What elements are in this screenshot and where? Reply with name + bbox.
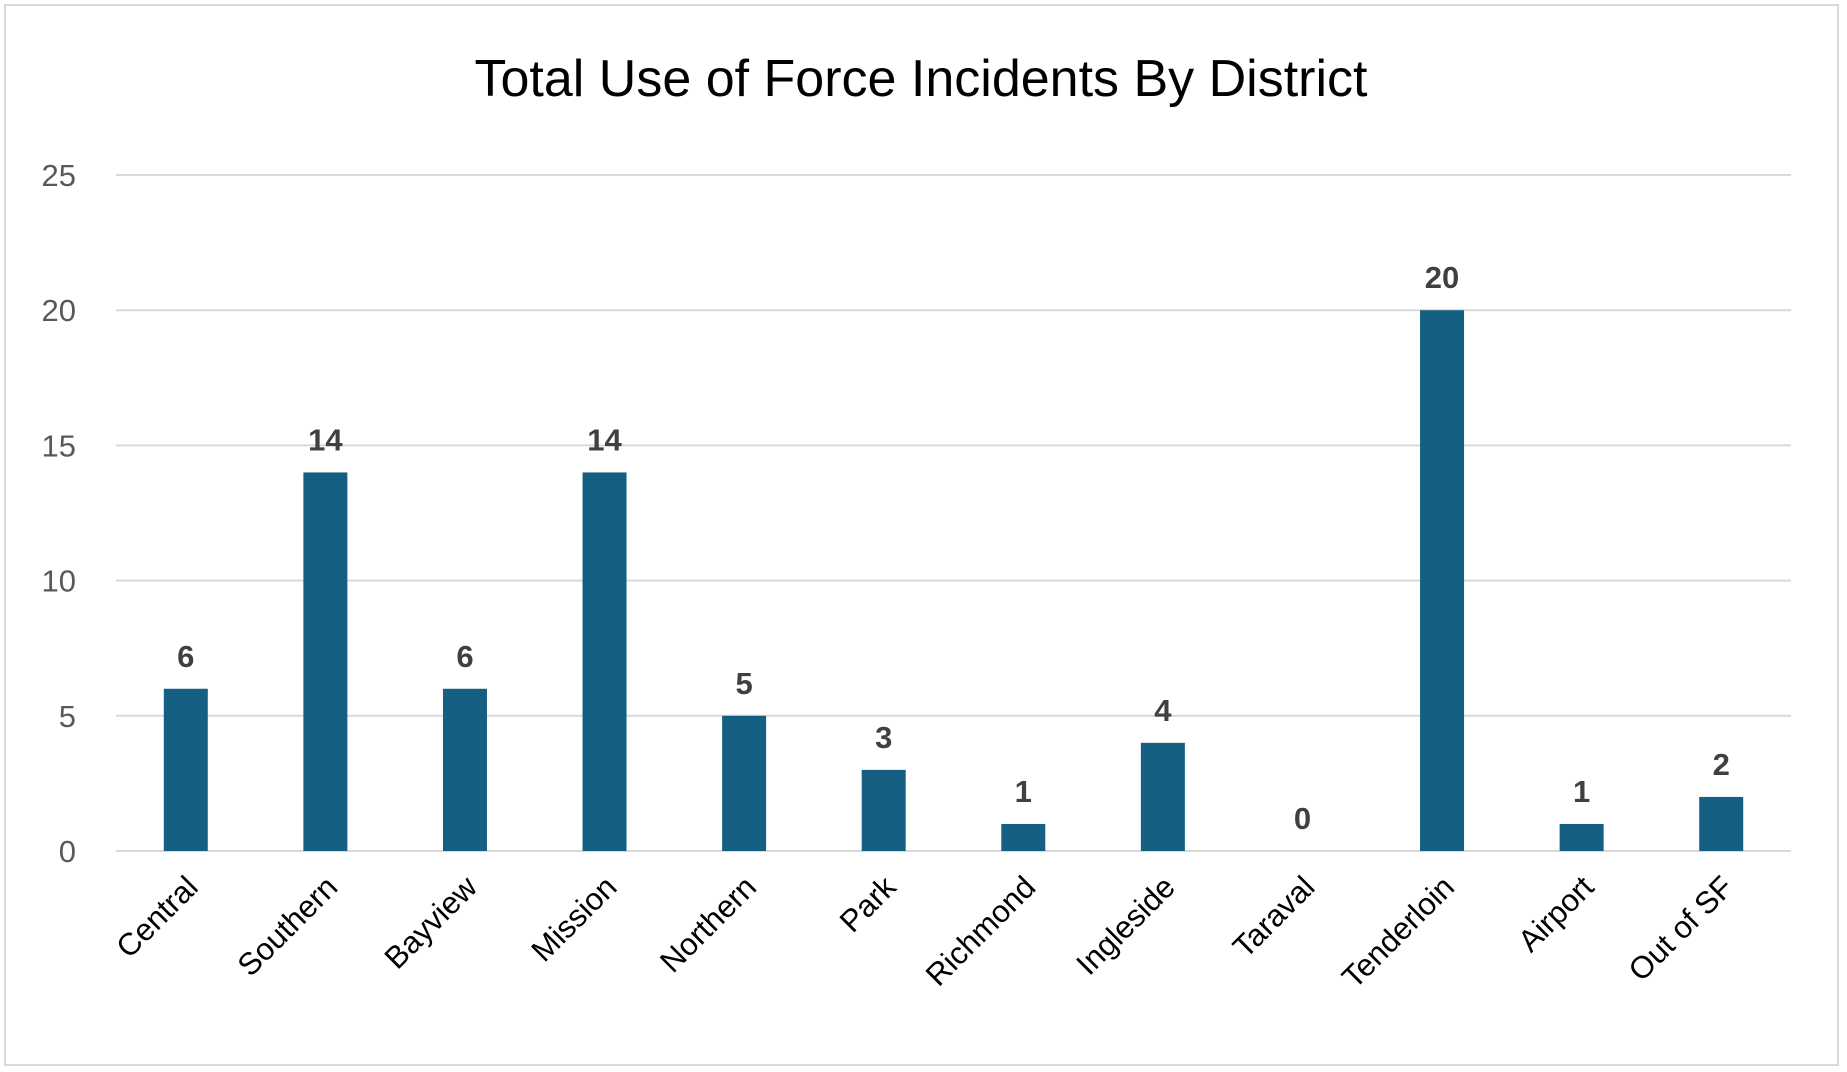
data-label: 1 [1573, 774, 1590, 809]
chart-frame [4, 4, 1839, 1066]
x-tick-label: Ingleside [1069, 869, 1181, 981]
bar [861, 769, 906, 851]
data-label: 14 [587, 422, 622, 457]
data-label: 5 [736, 666, 753, 701]
data-label: 6 [456, 639, 473, 674]
y-tick-label: 10 [42, 564, 76, 599]
bar [442, 688, 487, 851]
data-label: 14 [308, 422, 343, 457]
x-tick-label: Richmond [919, 869, 1042, 992]
x-tick-label: Mission [524, 869, 623, 968]
bar [1001, 823, 1046, 851]
y-tick-label: 25 [42, 158, 76, 193]
x-tick-label: Taraval [1226, 869, 1321, 964]
x-tick-label: Tenderloin [1335, 869, 1461, 995]
x-tick-label: Park [833, 869, 903, 939]
x-tick-label: Southern [231, 869, 345, 983]
data-label: 0 [1294, 801, 1311, 836]
y-tick-label: 15 [42, 428, 76, 463]
bar [1420, 310, 1465, 851]
bar [722, 715, 767, 851]
bar [1699, 796, 1744, 851]
bar [1140, 742, 1185, 851]
x-tick-label: Bayview [378, 869, 485, 976]
x-tick-label: Out of SF [1622, 869, 1741, 988]
bar [1559, 823, 1604, 851]
x-tick-label: Airport [1511, 869, 1601, 959]
chart-title: Total Use of Force Incidents By District [475, 50, 1369, 108]
y-tick-label: 5 [59, 699, 76, 734]
data-label: 3 [875, 720, 892, 755]
bar [163, 688, 208, 851]
y-tick-label: 20 [42, 293, 76, 328]
data-label: 2 [1713, 747, 1730, 782]
bar [582, 472, 627, 851]
data-label: 20 [1425, 260, 1459, 295]
data-label: 6 [177, 639, 194, 674]
data-label: 4 [1154, 693, 1172, 728]
bar [303, 472, 348, 851]
y-tick-label: 0 [59, 834, 76, 869]
x-tick-label: Northern [653, 869, 763, 979]
x-tick-label: Central [109, 869, 204, 964]
data-label: 1 [1015, 774, 1032, 809]
